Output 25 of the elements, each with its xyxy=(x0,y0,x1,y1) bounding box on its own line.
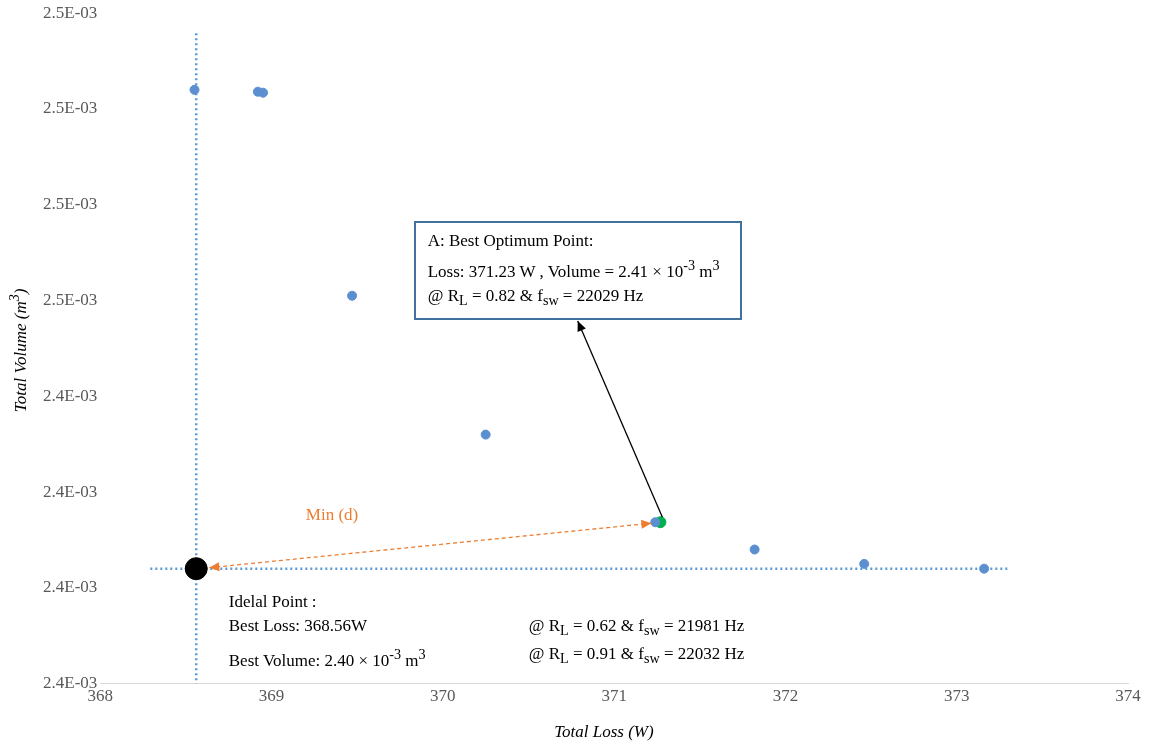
point xyxy=(749,544,760,555)
y-tick-label: 2.5E-03 xyxy=(43,2,98,22)
point xyxy=(859,558,870,569)
point xyxy=(184,557,208,581)
point xyxy=(979,563,990,574)
y-tick-label: 2.5E-03 xyxy=(43,194,98,214)
x-tick-label: 374 xyxy=(1115,686,1142,706)
y-tick-label: 2.4E-03 xyxy=(43,385,98,405)
point xyxy=(650,517,661,528)
x-tick-label: 369 xyxy=(258,686,285,706)
x-tick-label: 371 xyxy=(601,686,627,706)
x-tick-label: 373 xyxy=(943,686,970,706)
y-tick-label: 2.4E-03 xyxy=(43,577,98,597)
text: A: Best Optimum Point: Loss: 371.23 W , Volume = 2.41 × 10$^{-3}$ m$^{3}$ @ R$_{L}$ = 0.82 & f$_{sw}$ = 22029 Hz xyxy=(427,231,720,309)
x-tick-label: 370 xyxy=(430,686,456,706)
text: Idelal Point : Best Loss: 368.56W @ R$_{L}$ = 0.62 & f$_{sw}$ = 21981 Hz Best Volume: 2.40 × 10$^{-3}$ m$^{3}$ @ R$_{L}$ = 0.91 & f$_{sw}$ = 22032 Hz xyxy=(228,591,745,670)
x-tick-label: 372 xyxy=(772,686,799,706)
annotation: Min (d) xyxy=(305,503,360,526)
y-tick-label: 2.5E-03 xyxy=(43,98,98,118)
point xyxy=(347,290,358,301)
x-axis-title: Total Loss (W) xyxy=(554,721,654,741)
y-tick-label: 2.5E-03 xyxy=(43,289,98,309)
point xyxy=(480,429,491,440)
point xyxy=(189,84,200,95)
y-tick-label: 2.4E-03 xyxy=(43,481,98,501)
